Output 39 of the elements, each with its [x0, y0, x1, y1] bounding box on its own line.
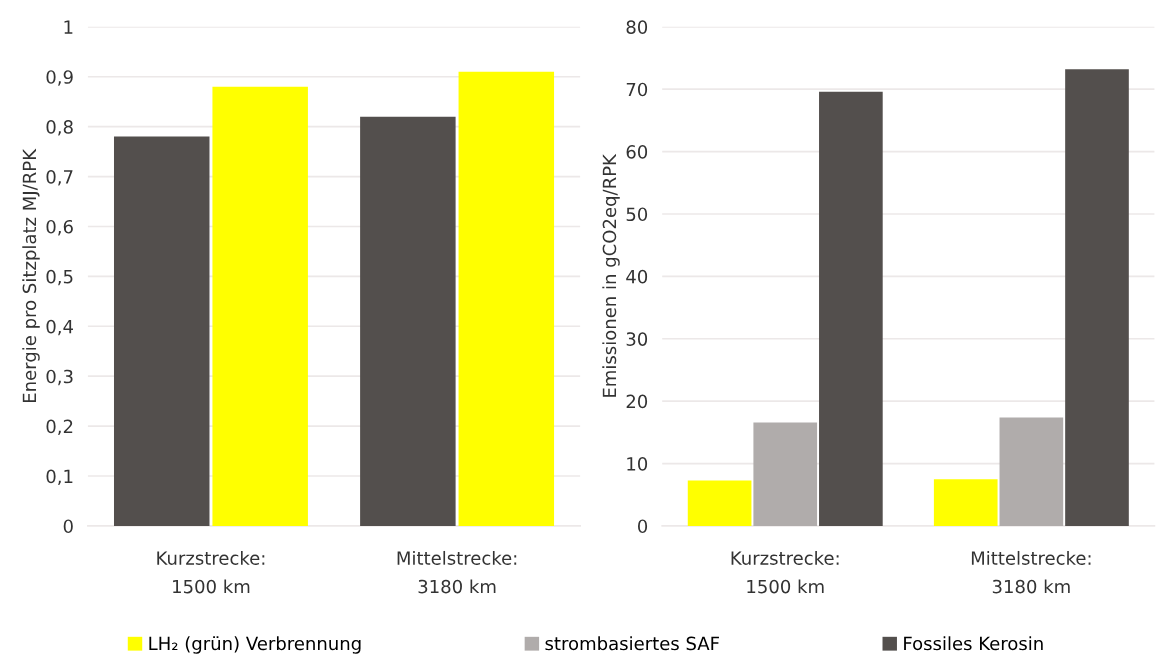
y-tick-label: 0,3 — [46, 369, 73, 386]
y-tick-label: 30 — [626, 332, 648, 346]
y-tick-label: 0,8 — [46, 120, 73, 136]
y-tick-label: 60 — [626, 145, 648, 159]
y-tick-label: 0,2 — [46, 419, 73, 436]
y-tick-label: 70 — [626, 82, 648, 97]
y-axis-title: Emissionen in gCO2eq/RPK — [602, 153, 620, 397]
y-tick-label: 0 — [637, 519, 648, 534]
legend-label: LH₂ (grün) Verbrennung — [149, 636, 361, 654]
bar — [458, 71, 555, 526]
y-tick-label: 0,9 — [46, 70, 73, 86]
y-tick-label: 40 — [626, 269, 648, 284]
bar — [999, 417, 1064, 526]
y-tick-label: 50 — [626, 207, 648, 222]
bar — [113, 136, 210, 526]
bar — [1065, 69, 1129, 526]
x-tick-label: Mittelstrecke: 3180 km — [397, 550, 517, 594]
bar — [819, 91, 883, 526]
bar — [212, 86, 308, 526]
bar — [360, 116, 456, 526]
y-tick-label: 0,1 — [46, 469, 73, 485]
x-tick-label: Kurzstrecke: 1500 km — [731, 550, 839, 594]
y-tick-label: 0,5 — [46, 269, 73, 286]
y-tick-label: 0 — [63, 519, 73, 534]
y-axis-title: Energie pro Sitzplatz MJ/RPK — [22, 148, 40, 402]
x-tick-label: Kurzstrecke: 1500 km — [157, 550, 265, 594]
bar — [753, 422, 818, 526]
y-tick-label: 0,6 — [46, 219, 73, 236]
bar — [933, 479, 998, 526]
y-tick-label: 10 — [627, 457, 648, 471]
y-tick-label: 0,4 — [46, 319, 73, 336]
legend-label: strombasiertes SAF — [545, 636, 719, 651]
y-tick-label: 20 — [626, 394, 648, 409]
legend-label: Fossiles Kerosin — [904, 636, 1043, 651]
x-tick-label: Mittelstrecke: 3180 km — [971, 550, 1091, 594]
y-tick-label: 0,7 — [46, 170, 73, 186]
bar — [687, 480, 752, 526]
y-tick-label: 80 — [626, 20, 648, 34]
y-tick-label: 1 — [64, 20, 73, 34]
